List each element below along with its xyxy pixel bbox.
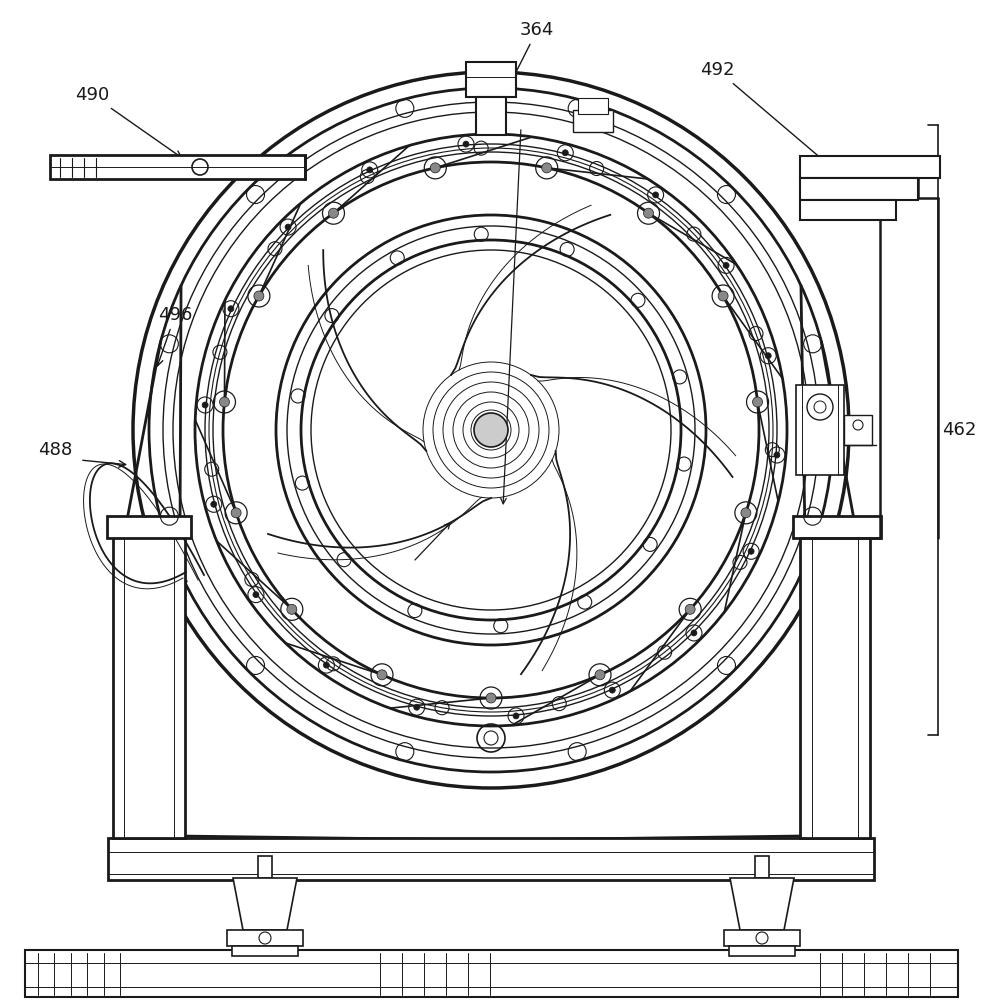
Bar [724, 930, 800, 946]
Circle shape [474, 413, 508, 447]
Circle shape [367, 167, 373, 173]
Text: 462: 462 [942, 421, 976, 439]
Circle shape [377, 670, 387, 680]
Circle shape [253, 592, 259, 598]
Text: 492: 492 [700, 61, 867, 197]
Circle shape [513, 713, 519, 719]
Circle shape [323, 662, 329, 668]
Bar [108, 838, 874, 880]
Circle shape [431, 163, 440, 173]
Circle shape [231, 508, 241, 518]
Circle shape [463, 141, 469, 147]
Circle shape [285, 224, 291, 230]
Text: 494: 494 [120, 581, 187, 639]
Circle shape [685, 604, 695, 614]
Bar [258, 856, 272, 878]
Circle shape [202, 402, 208, 408]
Circle shape [486, 693, 496, 703]
Circle shape [254, 291, 263, 301]
Circle shape [719, 291, 728, 301]
Text: 490: 490 [75, 86, 182, 158]
Circle shape [287, 604, 297, 614]
Circle shape [723, 262, 729, 268]
Circle shape [542, 163, 551, 173]
Bar [50, 155, 305, 179]
Circle shape [328, 208, 338, 218]
Bar [793, 516, 881, 538]
Polygon shape [730, 878, 794, 930]
Bar [232, 946, 298, 956]
Circle shape [753, 397, 763, 407]
Bar [573, 110, 613, 132]
Bar [800, 156, 940, 178]
Bar [466, 62, 516, 97]
Circle shape [748, 548, 754, 554]
Circle shape [609, 687, 615, 693]
Bar [796, 385, 844, 475]
Polygon shape [233, 878, 297, 930]
Bar [800, 530, 870, 838]
Bar [800, 178, 918, 200]
Bar [755, 856, 769, 878]
Bar [578, 98, 608, 114]
Bar [113, 530, 185, 838]
Circle shape [219, 397, 229, 407]
Circle shape [774, 452, 780, 458]
Circle shape [741, 508, 751, 518]
Bar [25, 950, 958, 997]
Bar [107, 516, 191, 538]
Circle shape [210, 501, 217, 507]
Bar [476, 97, 506, 135]
Circle shape [765, 353, 772, 359]
Bar [227, 930, 303, 946]
Bar [729, 946, 795, 956]
Circle shape [228, 306, 234, 312]
Circle shape [562, 150, 568, 156]
Text: 488: 488 [38, 441, 72, 459]
Bar [800, 200, 896, 220]
Bar [844, 415, 872, 445]
Text: 496: 496 [156, 306, 193, 366]
Circle shape [653, 192, 659, 198]
Text: 364: 364 [508, 21, 554, 88]
Circle shape [644, 208, 654, 218]
Circle shape [691, 630, 697, 636]
Circle shape [414, 704, 420, 710]
Circle shape [595, 670, 605, 680]
